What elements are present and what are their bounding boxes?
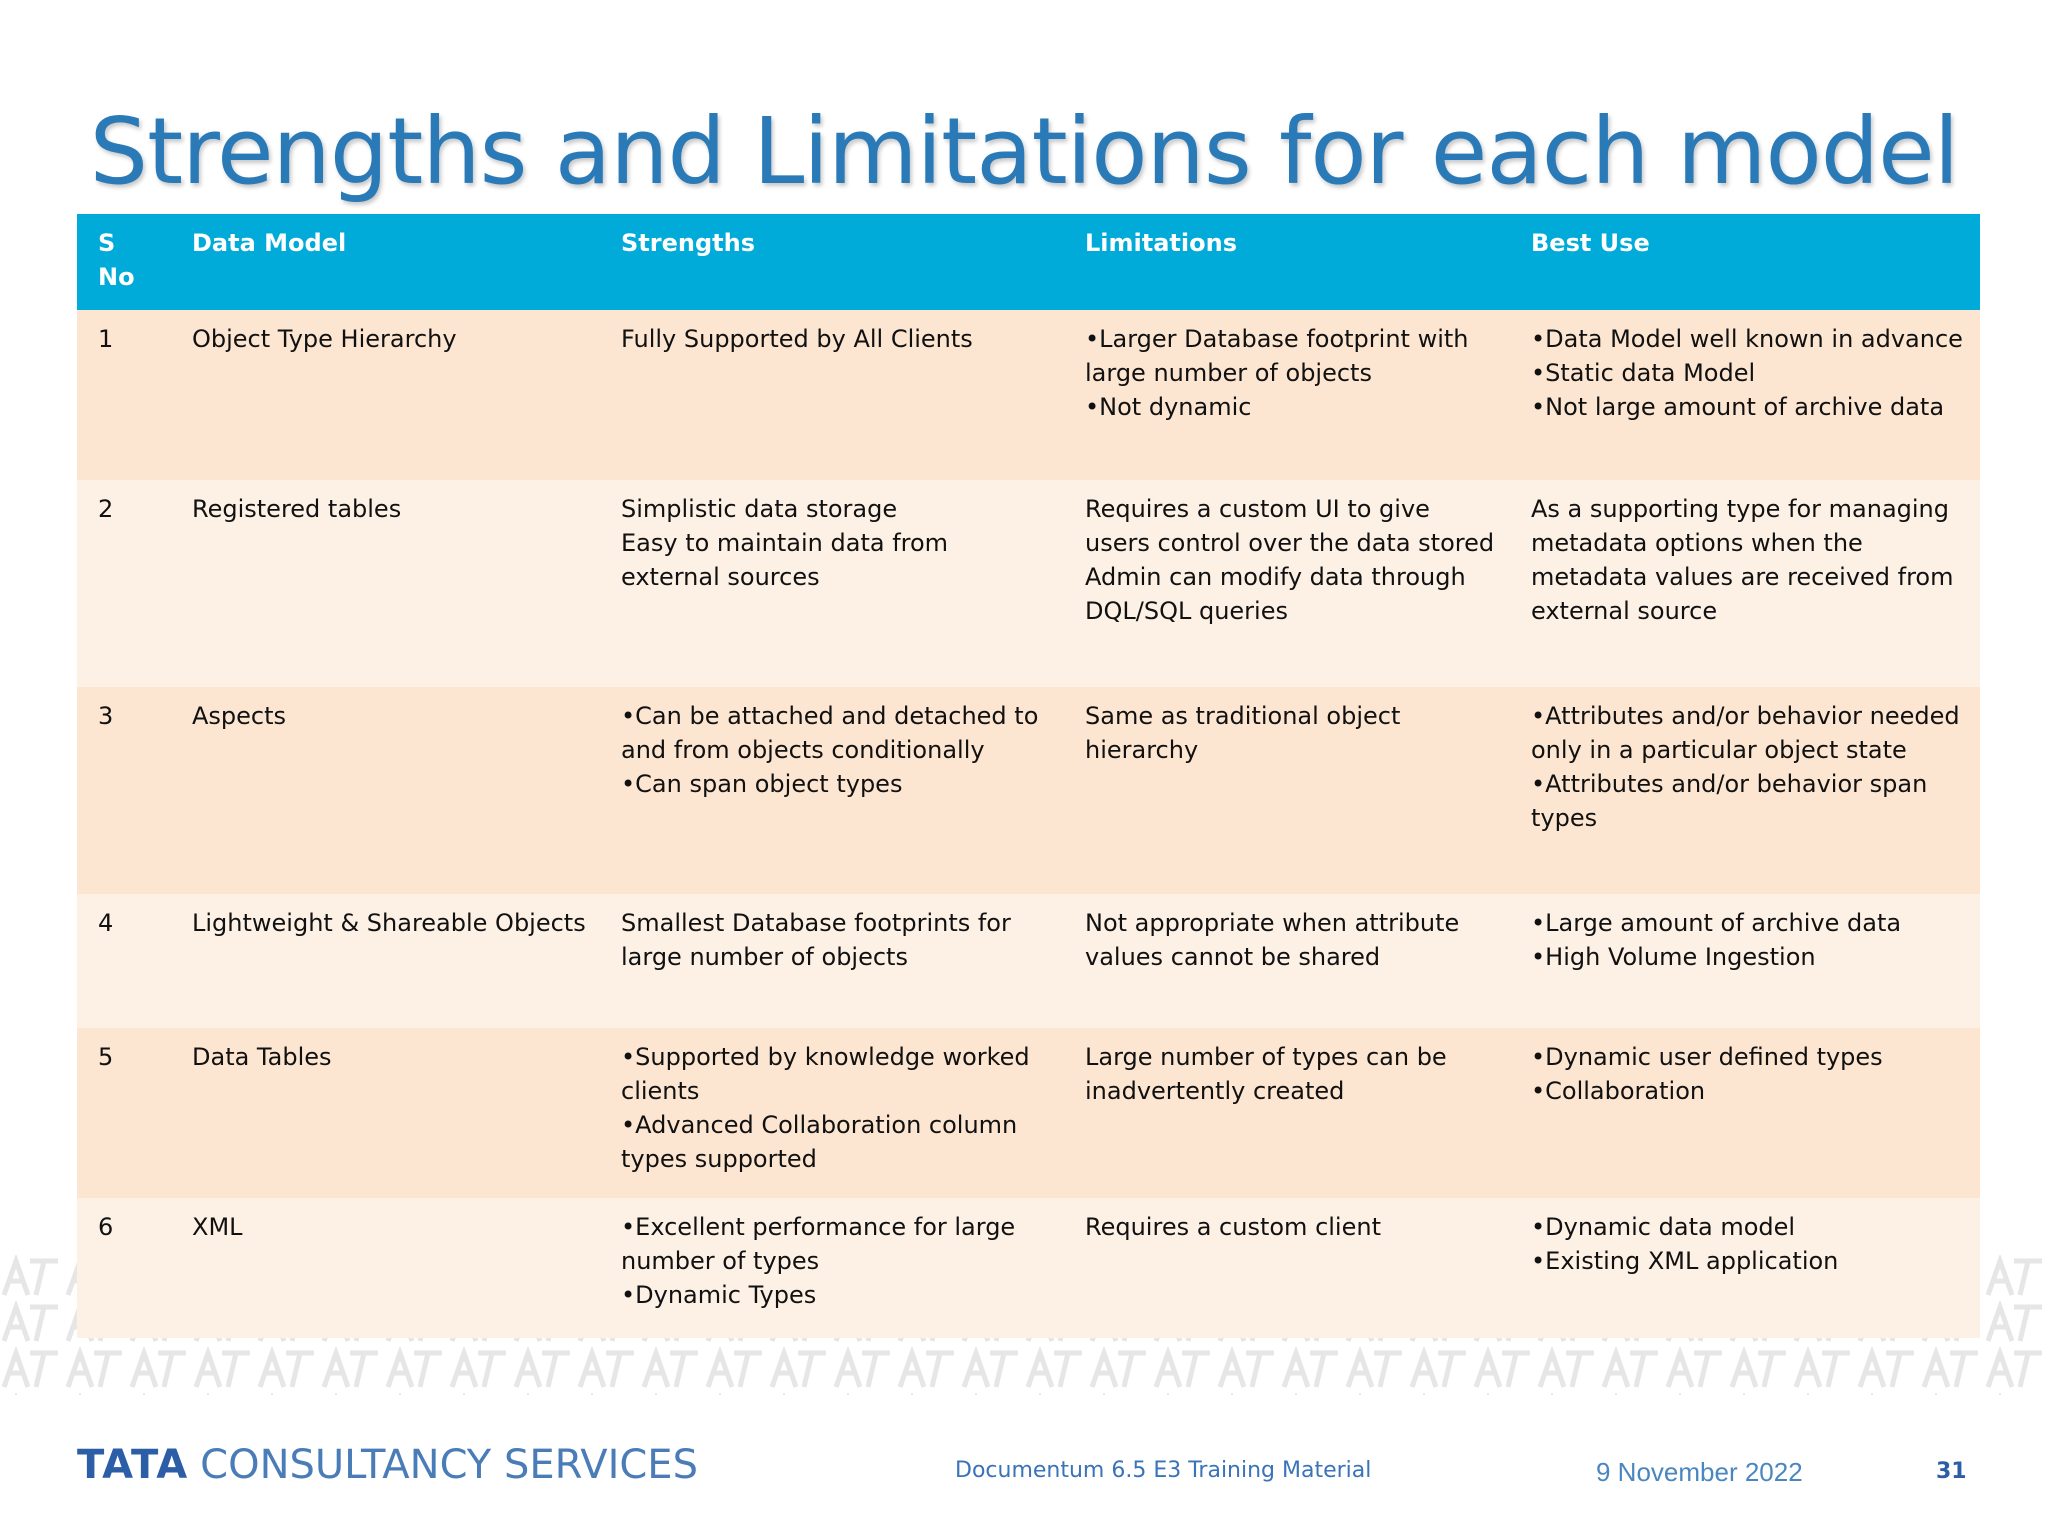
cell-line: •Dynamic data model — [1531, 1213, 1796, 1241]
models-table-container: S No Data Model Strengths Limitations Be… — [77, 214, 1980, 1338]
footer-date: 9 November 2022 — [1596, 1457, 1803, 1487]
cell-limitations: Large number of types can be inadvertent… — [1064, 1028, 1510, 1198]
cell-strengths: Simplistic data storage Easy to maintain … — [600, 480, 1064, 687]
cell-line: •Attributes and/or behavior span types — [1531, 770, 1928, 832]
cell-limitations: Requires a custom client — [1064, 1198, 1510, 1338]
cell-line: •Collaboration — [1531, 1077, 1706, 1105]
cell-best-use: •Dynamic user defined types •Collaboratio… — [1510, 1028, 1980, 1198]
cell-line: •Can be attached and detached to and fro… — [621, 702, 1039, 764]
cell-line: •Attributes and/or behavior needed only … — [1531, 702, 1960, 764]
cell-strengths: •Supported by knowledge worked clients •A… — [600, 1028, 1064, 1198]
cell-line: •Larger Database footprint with large nu… — [1085, 325, 1469, 387]
cell-line: •Large amount of archive data — [1531, 909, 1902, 937]
cell-data-model: Lightweight & Shareable Objects — [171, 894, 600, 1028]
cell-line: •Not dynamic — [1085, 393, 1252, 421]
cell-best-use: As a supporting type for managing metada… — [1510, 480, 1980, 687]
table-row: 5 Data Tables •Supported by knowledge work… — [77, 1028, 1980, 1198]
cell-strengths: Fully Supported by All Clients — [600, 310, 1064, 480]
cell-line: •Advanced Collaboration column types sup… — [621, 1111, 1018, 1173]
cell-line: •High Volume Ingestion — [1531, 943, 1816, 971]
logo-tata: TATA — [77, 1442, 189, 1488]
cell-line: Simplistic data storage — [621, 495, 898, 523]
cell-best-use: •Dynamic data model •Existing XML applica… — [1510, 1198, 1980, 1338]
cell-line: Not appropriate when attribute values ca… — [1085, 909, 1460, 971]
cell-limitations: Same as traditional object hierarchy — [1064, 687, 1510, 894]
models-table: S No Data Model Strengths Limitations Be… — [77, 214, 1980, 1338]
cell-strengths: •Can be attached and detached to and fro… — [600, 687, 1064, 894]
table-row: 3 Aspects •Can be attached and detached to… — [77, 687, 1980, 894]
cell-sno: 3 — [77, 687, 171, 894]
cell-line: •Dynamic user defined types — [1531, 1043, 1883, 1071]
tcs-logo: TATA CONSULTANCY SERVICES — [77, 1442, 698, 1488]
header-limitations: Limitations — [1064, 214, 1510, 310]
cell-data-model: Registered tables — [171, 480, 600, 687]
cell-strengths: •Excellent performance for large number … — [600, 1198, 1064, 1338]
table-body: 1 Object Type Hierarchy Fully Supported by… — [77, 310, 1980, 1338]
table-row: 1 Object Type Hierarchy Fully Supported by… — [77, 310, 1980, 480]
cell-line: Requires a custom UI to give users contr… — [1085, 495, 1495, 557]
cell-sno: 6 — [77, 1198, 171, 1338]
cell-data-model: XML — [171, 1198, 600, 1338]
cell-line: •Data Model well known in advance — [1531, 325, 1963, 353]
cell-line: •Can span object types — [621, 770, 903, 798]
page-number: 31 — [1936, 1459, 1967, 1484]
cell-line: •Not large amount of archive data — [1531, 393, 1945, 421]
cell-line: •Static data Model — [1531, 359, 1756, 387]
cell-line: •Supported by knowledge worked clients — [621, 1043, 1030, 1105]
cell-data-model: Data Tables — [171, 1028, 600, 1198]
cell-line: Large number of types can be inadvertent… — [1085, 1043, 1447, 1105]
cell-line: As a supporting type for managing metada… — [1531, 495, 1954, 625]
cell-best-use: •Data Model well known in advance •Static… — [1510, 310, 1980, 480]
cell-line: Fully Supported by All Clients — [621, 325, 973, 353]
cell-line: •Excellent performance for large number … — [621, 1213, 1016, 1275]
table-row: 2 Registered tables Simplistic data storag… — [77, 480, 1980, 687]
cell-sno: 2 — [77, 480, 171, 687]
cell-data-model: Aspects — [171, 687, 600, 894]
cell-sno: 1 — [77, 310, 171, 480]
footer-course-title: Documentum 6.5 E3 Training Material — [955, 1458, 1372, 1483]
logo-consultancy-services: CONSULTANCY SERVICES — [200, 1442, 698, 1488]
cell-strengths: Smallest Database footprints for large n… — [600, 894, 1064, 1028]
cell-limitations: Requires a custom UI to give users contr… — [1064, 480, 1510, 687]
cell-data-model: Object Type Hierarchy — [171, 310, 600, 480]
cell-line: Admin can modify data through DQL/SQL qu… — [1085, 563, 1466, 625]
header-data-model: Data Model — [171, 214, 600, 310]
table-header-row: S No Data Model Strengths Limitations Be… — [77, 214, 1980, 310]
cell-best-use: •Large amount of archive data •High Volum… — [1510, 894, 1980, 1028]
cell-best-use: •Attributes and/or behavior needed only … — [1510, 687, 1980, 894]
cell-line: •Dynamic Types — [621, 1281, 817, 1309]
cell-sno: 5 — [77, 1028, 171, 1198]
cell-sno: 4 — [77, 894, 171, 1028]
header-strengths: Strengths — [600, 214, 1064, 310]
cell-line: Smallest Database footprints for large n… — [621, 909, 1011, 971]
cell-line: Same as traditional object hierarchy — [1085, 702, 1401, 764]
slide-title: Strengths and Limitations for each model — [89, 98, 1960, 205]
cell-limitations: Not appropriate when attribute values ca… — [1064, 894, 1510, 1028]
cell-line: Requires a custom client — [1085, 1213, 1381, 1241]
table-row: 6 XML •Excellent performance for large num… — [77, 1198, 1980, 1338]
cell-line: •Existing XML application — [1531, 1247, 1839, 1275]
cell-limitations: •Larger Database footprint with large nu… — [1064, 310, 1510, 480]
cell-line: Easy to maintain data from external sour… — [621, 529, 949, 591]
header-sno: S No — [77, 214, 171, 310]
table-row: 4 Lightweight & Shareable Objects Smallest… — [77, 894, 1980, 1028]
header-best-use: Best Use — [1510, 214, 1980, 310]
